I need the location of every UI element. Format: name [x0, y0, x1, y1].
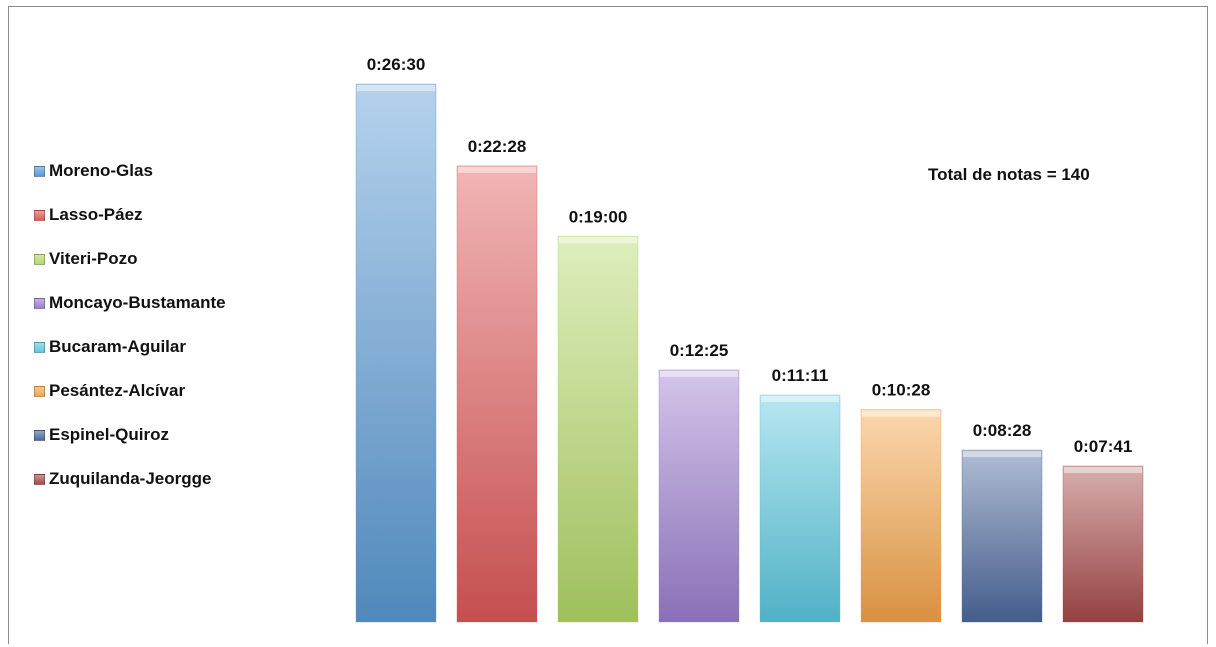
bar-highlight-lasso-paez — [458, 166, 536, 173]
bar-lasso-paez — [456, 165, 538, 623]
legend-swatch — [34, 297, 45, 309]
bar-pesantez-alcivar — [860, 409, 942, 623]
legend-label: Zuquilanda-Jeorgge — [49, 469, 212, 488]
legend-swatch — [34, 341, 45, 353]
value-label-moncayo-bustamante: 0:12:25 — [670, 341, 729, 360]
legend-label: Moncayo-Bustamante — [49, 293, 226, 312]
legend-item-lasso-paez: Lasso-Páez — [34, 202, 226, 228]
chart-frame — [8, 6, 1208, 644]
value-label-pesantez-alcivar: 0:10:28 — [872, 381, 931, 400]
value-label-viteri-pozo: 0:19:00 — [569, 207, 628, 226]
legend-swatch — [34, 253, 45, 265]
bar-highlight-zuquilanda-jeorgge — [1064, 467, 1142, 474]
legend-label: Pesántez-Alcívar — [49, 381, 186, 400]
legend-item-bucaram-aguilar: Bucaram-Aguilar — [34, 334, 226, 360]
legend-label: Espinel-Quiroz — [49, 425, 169, 444]
bar-moncayo-bustamante — [658, 369, 740, 623]
bar-highlight-viteri-pozo — [559, 237, 637, 244]
legend-item-moreno-glas: Moreno-Glas — [34, 158, 226, 184]
value-label-moreno-glas: 0:26:30 — [367, 55, 426, 74]
legend-swatch — [34, 165, 45, 177]
legend-item-pesantez-alcivar: Pesántez-Alcívar — [34, 378, 226, 404]
bar-highlight-bucaram-aguilar — [761, 395, 839, 402]
value-label-lasso-paez: 0:22:28 — [468, 137, 527, 156]
bar-espinel-quiroz — [961, 449, 1043, 623]
legend-swatch — [34, 429, 45, 441]
bar-moreno-glas — [355, 83, 437, 623]
legend-label: Moreno-Glas — [49, 161, 153, 180]
legend-swatch — [34, 473, 45, 485]
legend-item-espinel-quiroz: Espinel-Quiroz — [34, 422, 226, 448]
value-label-bucaram-aguilar: 0:11:11 — [772, 366, 829, 385]
bar-viteri-pozo — [557, 235, 639, 623]
bar-bucaram-aguilar — [759, 394, 841, 623]
legend-swatch — [34, 385, 45, 397]
total-notes-annotation: Total de notas = 140 — [928, 165, 1090, 184]
legend-label: Lasso-Páez — [49, 205, 143, 224]
legend-label: Bucaram-Aguilar — [49, 337, 186, 356]
bar-highlight-espinel-quiroz — [963, 451, 1041, 458]
legend-item-moncayo-bustamante: Moncayo-Bustamante — [34, 290, 226, 316]
legend-item-zuquilanda-jeorgge: Zuquilanda-Jeorgge — [34, 466, 226, 492]
bar-highlight-moncayo-bustamante — [660, 370, 738, 377]
value-label-espinel-quiroz: 0:08:28 — [973, 421, 1032, 440]
bar-highlight-moreno-glas — [357, 85, 435, 91]
legend-item-viteri-pozo: Viteri-Pozo — [34, 246, 226, 272]
legend-swatch — [34, 209, 45, 221]
bar-highlight-pesantez-alcivar — [862, 410, 940, 417]
legend-label: Viteri-Pozo — [49, 249, 138, 268]
bar-zuquilanda-jeorgge — [1062, 465, 1144, 623]
legend: Moreno-Glas Lasso-Páez Viteri-Pozo Moncayo-… — [34, 158, 226, 510]
value-label-zuquilanda-jeorgge: 0:07:41 — [1074, 437, 1133, 456]
